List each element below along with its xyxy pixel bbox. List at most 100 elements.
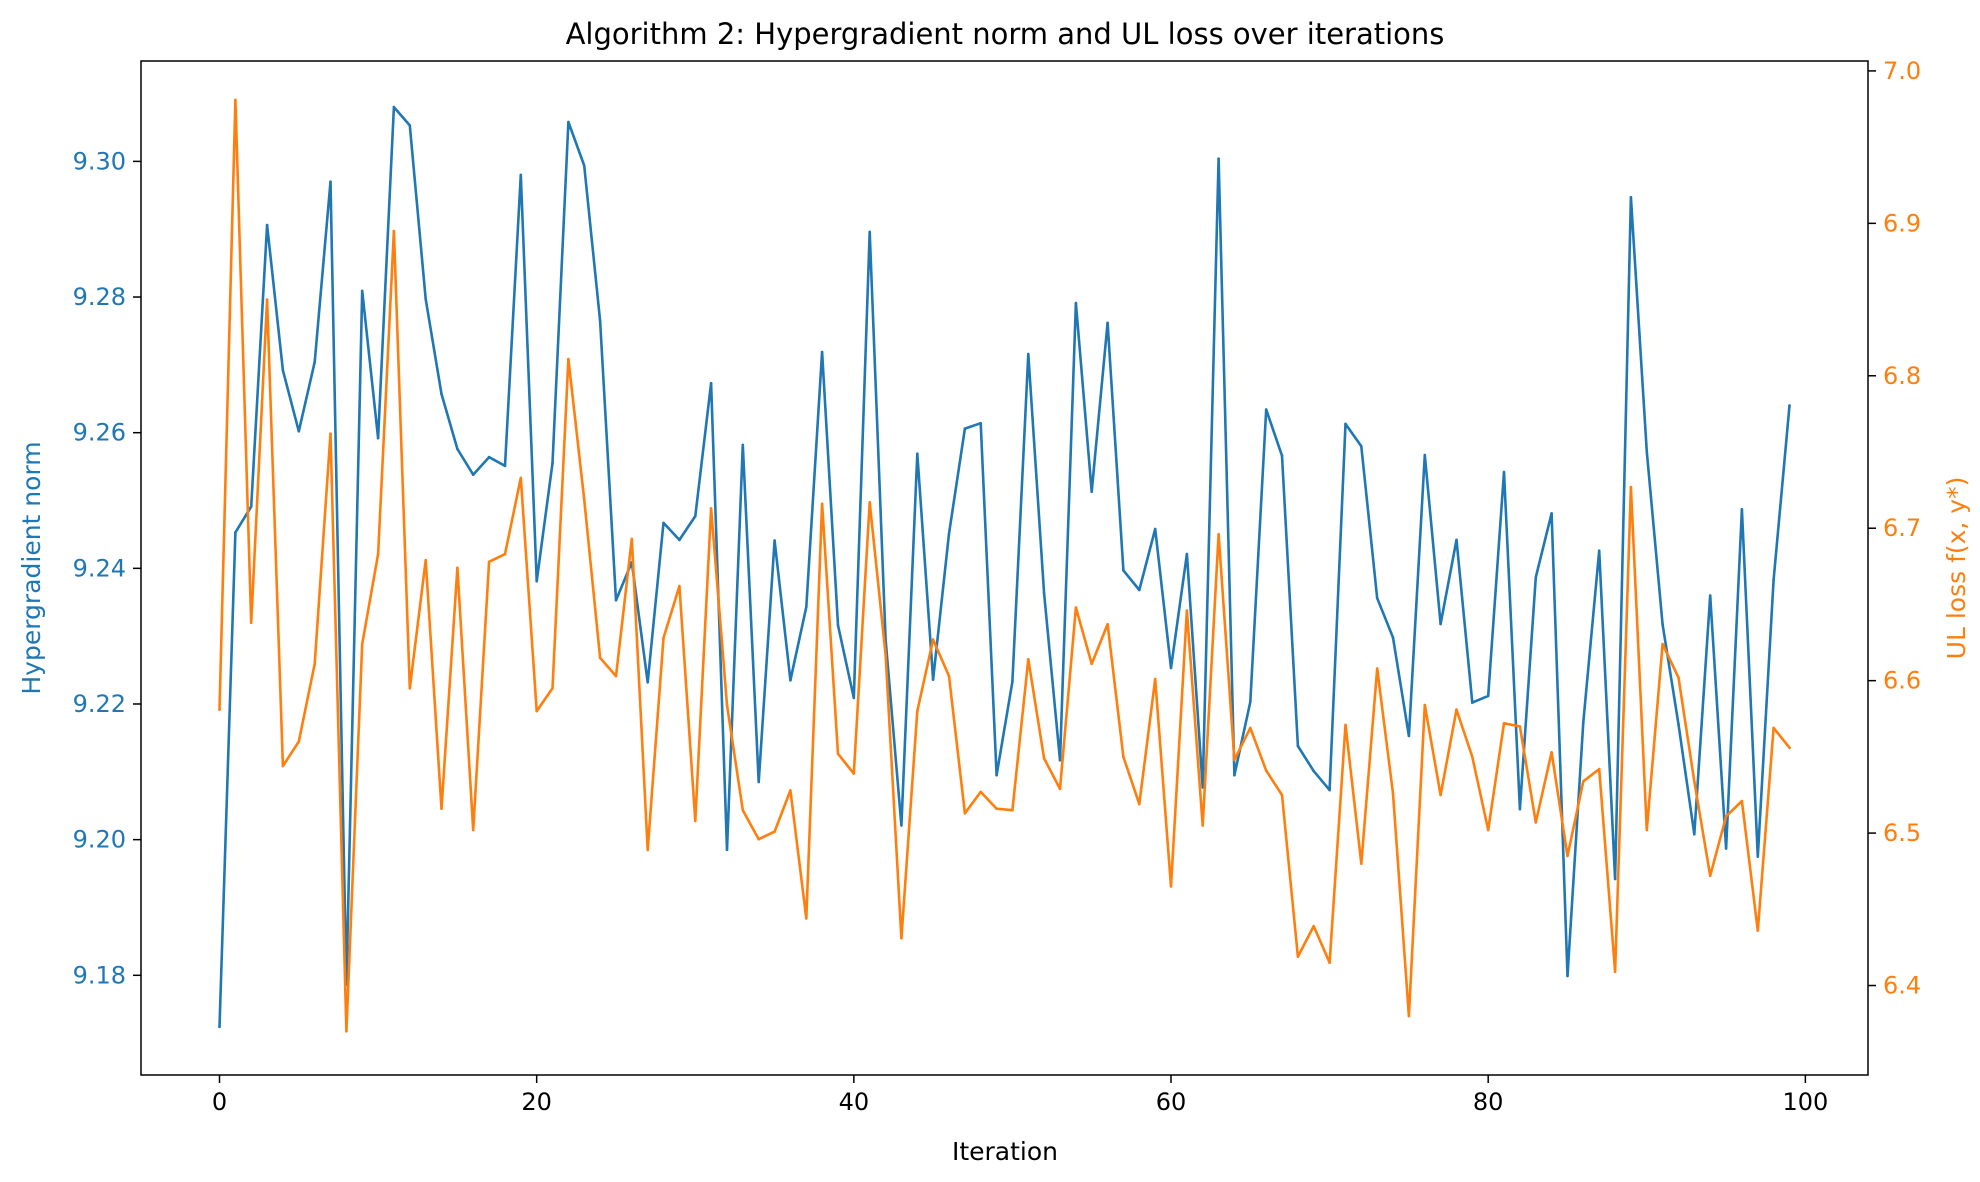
- hypergradient-norm-point: [1471, 701, 1474, 704]
- ul-loss-point: [1613, 970, 1617, 974]
- hypergradient-norm-point: [376, 436, 380, 440]
- ul-loss-point: [931, 638, 935, 641]
- hypergradient-norm-point: [1153, 527, 1157, 531]
- hypergradient-norm-point: [582, 164, 586, 167]
- hypergradient-norm-point: [1566, 974, 1569, 978]
- chart-title: Algorithm 2: Hypergradient norm and UL l…: [566, 17, 1445, 51]
- y-left-tick-label: 9.24: [73, 554, 126, 582]
- hypergradient-norm-point: [709, 381, 713, 385]
- hypergradient-norm-point: [1138, 588, 1141, 592]
- ul-loss-line: [218, 98, 1791, 1033]
- x-axis-label: Iteration: [952, 1137, 1058, 1166]
- ul-loss-point: [345, 1030, 348, 1033]
- ul-loss-point: [1756, 929, 1760, 932]
- ul-loss-point: [805, 917, 808, 920]
- hypergradient-norm-point: [1169, 666, 1173, 670]
- y-right-tick-label: 6.5: [1883, 819, 1921, 847]
- x-tick-label: 0: [212, 1088, 227, 1116]
- hypergradient-norm-point: [281, 369, 285, 372]
- hypergradient-norm-point: [1756, 855, 1760, 858]
- hypergradient-norm-point: [1439, 622, 1442, 626]
- y-right-tick-label: 7.0: [1883, 57, 1921, 85]
- hypergradient-norm-point: [313, 360, 317, 364]
- hypergradient-norm-point: [1518, 807, 1522, 811]
- ul-loss-point: [456, 566, 459, 570]
- hypergradient-norm-point: [1486, 694, 1490, 698]
- x-tick-label: 80: [1473, 1088, 1504, 1116]
- ul-loss-point: [1233, 758, 1236, 762]
- hypergradient-norm-point: [1217, 157, 1220, 160]
- ul-loss-point: [995, 807, 998, 810]
- hypergradient-norm-point: [1645, 450, 1649, 454]
- ul-loss-point: [1518, 725, 1522, 728]
- hypergradient-norm-point: [329, 180, 332, 183]
- hypergradient-norm-point: [1058, 759, 1062, 762]
- hypergradient-norm-point: [979, 421, 982, 425]
- hypergradient-norm-point: [773, 539, 776, 542]
- ul-loss-point: [1153, 677, 1157, 681]
- ul-loss-point: [519, 476, 523, 480]
- hypergradient-norm-point: [1550, 512, 1553, 515]
- hypergradient-norm-point: [265, 223, 269, 227]
- ul-loss-point: [1042, 757, 1046, 760]
- ul-loss-point: [1391, 792, 1395, 795]
- hypergradient-norm-point: [678, 538, 681, 542]
- ul-loss-point: [234, 98, 237, 102]
- ul-loss-point: [1249, 726, 1252, 730]
- hypergradient-norm-point: [360, 289, 364, 293]
- ul-loss-point: [1502, 722, 1506, 725]
- y-right-tick-label: 6.4: [1883, 972, 1921, 1000]
- ul-loss-point: [789, 789, 792, 792]
- x-tick-label: 20: [521, 1088, 552, 1116]
- hypergradient-norm-point: [1677, 723, 1680, 726]
- ul-loss-point: [757, 837, 760, 841]
- y-left-tick-label: 9.28: [73, 283, 126, 311]
- hypergradient-norm-point: [1693, 832, 1696, 836]
- ul-loss-point: [360, 642, 364, 646]
- hypergradient-norm-point: [1185, 552, 1189, 556]
- x-tick-label: 100: [1782, 1088, 1828, 1116]
- ul-loss-point: [694, 819, 697, 823]
- x-tick-label: 60: [1156, 1088, 1187, 1116]
- hypergradient-norm-point: [1708, 594, 1712, 597]
- hypergradient-norm-point: [598, 319, 602, 323]
- ul-loss-point: [313, 662, 317, 666]
- hypergradient-norm-point: [535, 579, 538, 583]
- hypergradient-norm-point: [1328, 788, 1331, 792]
- ul-loss-point: [741, 808, 745, 812]
- ul-loss-point: [1597, 767, 1601, 771]
- ul-loss-point: [916, 709, 919, 713]
- ul-loss-point: [1106, 622, 1109, 626]
- ul-loss-point: [852, 772, 856, 775]
- hypergradient-norm-point: [1534, 575, 1538, 579]
- ul-loss-point: [1138, 802, 1141, 806]
- y-right-tick-label: 6.8: [1883, 362, 1921, 390]
- y-left-tick-label: 9.20: [73, 826, 126, 854]
- hypergradient-norm-point: [741, 443, 745, 447]
- hypergradient-norm-point: [519, 173, 523, 177]
- y-left-tick-label: 9.30: [73, 147, 126, 175]
- hypergradient-norm-point: [725, 848, 729, 852]
- ul-loss-point: [265, 298, 269, 301]
- ul-loss-point: [947, 674, 951, 678]
- ul-loss-point: [1058, 787, 1062, 791]
- hypergradient-norm-point: [1391, 636, 1395, 639]
- ul-loss-point: [376, 552, 380, 556]
- ul-loss-point: [614, 674, 618, 678]
- ul-loss-point: [1550, 751, 1553, 754]
- hypergradient-norm-point: [789, 679, 792, 682]
- ul-loss-point: [820, 502, 824, 506]
- hypergradient-norm-point: [1122, 569, 1125, 572]
- hypergradient-norm-point: [931, 678, 935, 681]
- ul-loss-point: [1217, 533, 1220, 536]
- hypergradient-norm-point: [1233, 773, 1236, 777]
- hypergradient-norm-point: [1613, 877, 1617, 881]
- ul-loss-point: [1011, 808, 1014, 812]
- ul-loss-point: [963, 812, 967, 815]
- hypergradient-norm-point: [662, 521, 665, 525]
- hypergradient-norm-point: [249, 505, 253, 508]
- ul-loss-point: [646, 848, 649, 852]
- ul-loss-point: [773, 830, 776, 833]
- hypergradient-norm-point: [408, 124, 412, 127]
